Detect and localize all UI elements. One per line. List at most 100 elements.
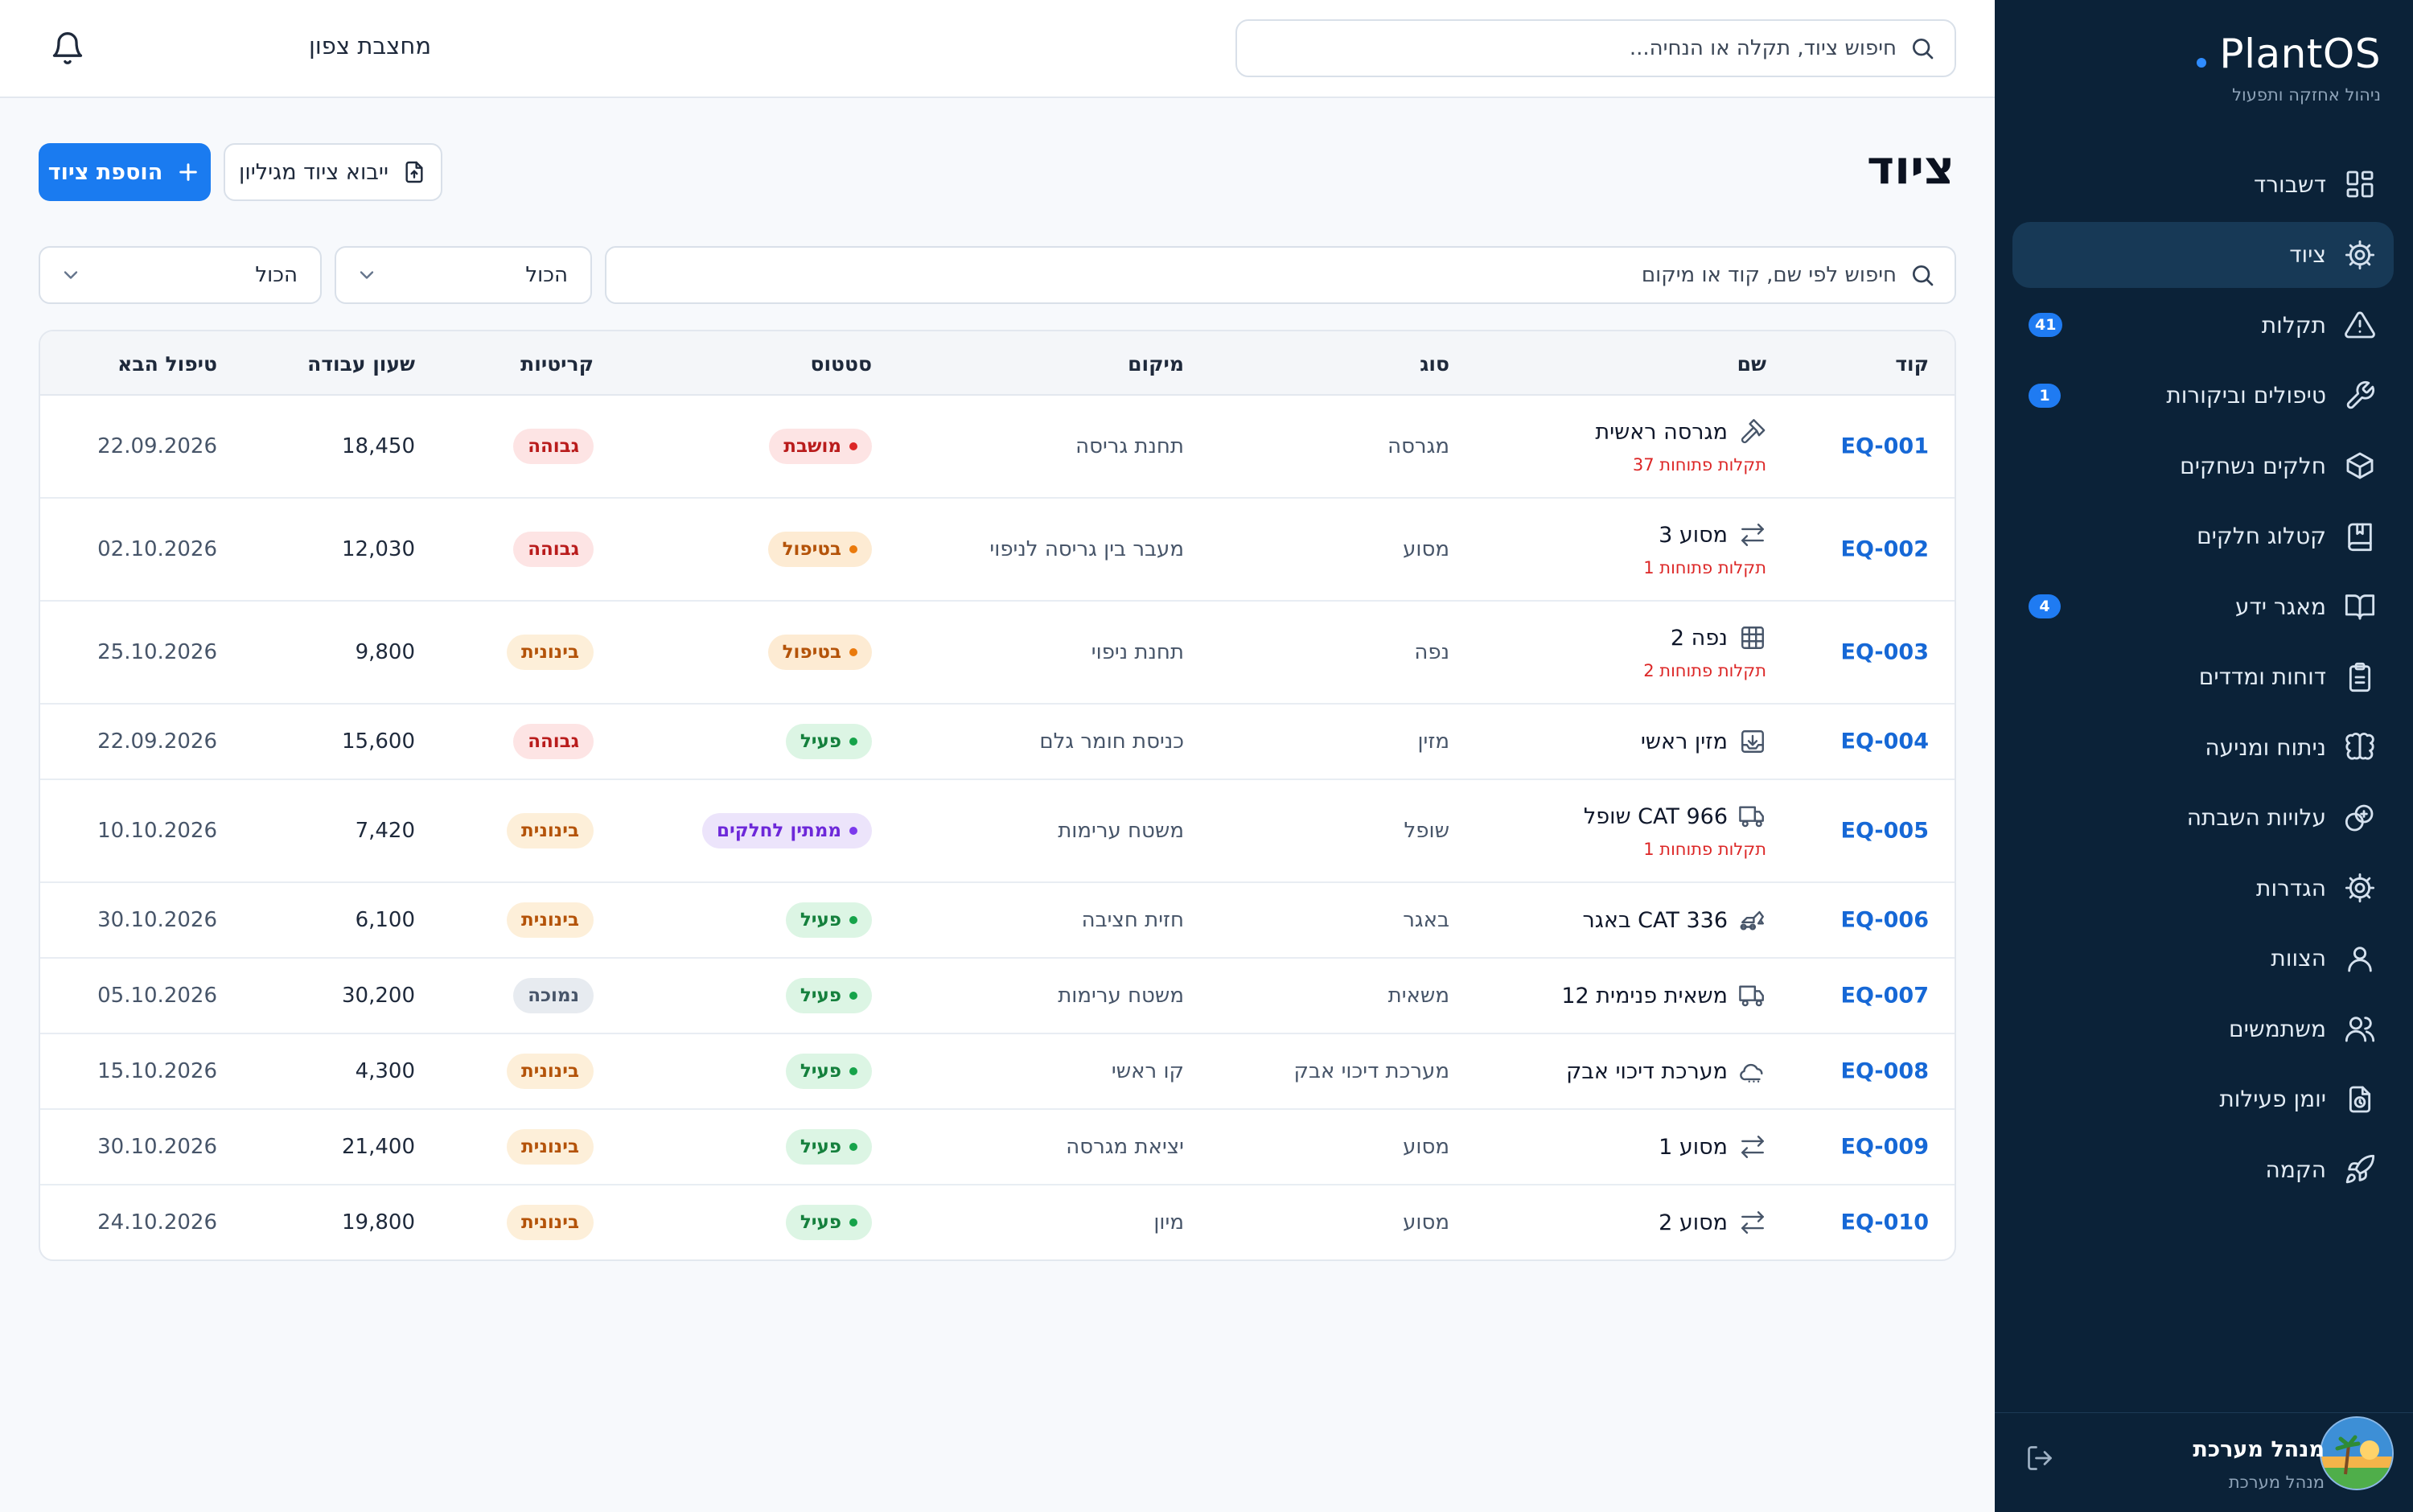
user-role: מנהל מערכת	[2228, 1473, 2325, 1492]
import-from-sheet-button[interactable]: ייבוא ציוד מגיליון	[224, 143, 442, 201]
grid-icon	[1739, 624, 1766, 651]
open-book-icon	[2344, 590, 2376, 622]
table-row[interactable]: EQ-002 מסוע 3 1 תקלות פתוחות מסוע מעבר בין…	[40, 499, 1955, 602]
sidebar-item-2[interactable]: תקלות 41	[2012, 292, 2394, 358]
header-name[interactable]: שם	[1737, 352, 1766, 376]
equipment-code-link[interactable]: EQ-006	[1840, 907, 1929, 933]
equipment-code-link[interactable]: EQ-005	[1840, 818, 1929, 844]
criticality-badge: בינונית	[506, 1129, 594, 1165]
header-status[interactable]: סטטוס	[810, 352, 872, 376]
sidebar-item-7[interactable]: דוחות ומדדים	[2012, 644, 2394, 710]
table-row[interactable]: EQ-007 משאית פנימית 12 משאית משטח ערימות …	[40, 959, 1955, 1034]
table-row[interactable]: EQ-008 מערכת דיכוי אבק מערכת דיכוי אבק קו…	[40, 1034, 1955, 1110]
table-row[interactable]: EQ-001 מגרסה ראשית 37 תקלות פתוחות מגרסה ת…	[40, 396, 1955, 499]
equipment-type: מסוע	[1403, 1210, 1449, 1235]
header-location[interactable]: מיקום	[1128, 352, 1184, 376]
equipment-code-link[interactable]: EQ-002	[1840, 536, 1929, 562]
status-filter-select[interactable]: הכול	[335, 246, 592, 304]
brand-tagline: ניהול אחזקה ותפעול	[2232, 85, 2381, 105]
sidebar-item-9[interactable]: עלויות השבתה	[2012, 785, 2394, 851]
table-row[interactable]: EQ-004 מזין ראשי מזין כניסת חומר גלם פעיל…	[40, 705, 1955, 780]
sidebar-item-0[interactable]: דשבורד	[2012, 151, 2394, 217]
sidebar-item-3[interactable]: טיפולים וביקורות 1	[2012, 363, 2394, 429]
count-badge: 1	[2029, 383, 2061, 408]
equipment-code-link[interactable]: EQ-008	[1840, 1058, 1929, 1084]
header-criticality[interactable]: קריטיות	[520, 352, 594, 376]
global-search-input[interactable]	[1237, 36, 1897, 60]
equipment-location: תחנת ניפוי	[1091, 640, 1184, 664]
brain-icon	[2344, 731, 2376, 763]
box-icon	[2344, 450, 2376, 482]
open-faults-count[interactable]: 1 תקלות פתוחות	[1643, 840, 1766, 859]
table-row[interactable]: EQ-010 מסוע 2 מסוע מיון פעיל בינונית 19,8…	[40, 1185, 1955, 1259]
sidebar-item-4[interactable]: חלקים נשחקים	[2012, 433, 2394, 499]
bell-icon[interactable]	[50, 31, 85, 66]
status-badge: בטיפול	[767, 532, 872, 567]
rocket-icon	[2344, 1153, 2376, 1185]
status-badge: פעיל	[785, 1129, 872, 1165]
equipment-code-link[interactable]: EQ-009	[1840, 1134, 1929, 1160]
sidebar-item-8[interactable]: ניתוח ומניעה	[2012, 714, 2394, 780]
equipment-location: מיון	[1153, 1210, 1184, 1235]
avatar[interactable]	[2320, 1416, 2394, 1490]
header-code[interactable]: קוד	[1895, 352, 1929, 376]
status-badge: פעיל	[785, 724, 872, 759]
sidebar-item-13[interactable]: יומן פעילות	[2012, 1066, 2394, 1132]
add-equipment-label: הוספת ציוד	[47, 159, 163, 185]
equipment-code-link[interactable]: EQ-003	[1840, 639, 1929, 665]
sidebar-item-label: טיפולים וביקורות	[2166, 382, 2326, 409]
table-row[interactable]: EQ-003 נפה 2 2 תקלות פתוחות נפה תחנת ניפוי…	[40, 602, 1955, 705]
criticality-badge: גבוהה	[513, 429, 594, 464]
equipment-code-link[interactable]: EQ-010	[1840, 1210, 1929, 1235]
sidebar-item-14[interactable]: הקמה	[2012, 1136, 2394, 1202]
search-icon	[1909, 35, 1935, 61]
settings-icon	[2344, 872, 2376, 904]
work-hours: 19,800	[342, 1210, 415, 1235]
sidebar-item-10[interactable]: הגדרות	[2012, 855, 2394, 921]
sidebar-item-label: ציוד	[2289, 241, 2326, 268]
equipment-type: מזין	[1417, 729, 1449, 754]
brand-name: PlantOS	[2219, 31, 2381, 77]
logout-icon[interactable]	[2025, 1444, 2054, 1473]
table-row[interactable]: EQ-006 באגר CAT 336 באגר חזית חציבה פעיל …	[40, 883, 1955, 959]
open-faults-count[interactable]: 37 תקלות פתוחות	[1632, 455, 1766, 475]
equipment-location: חזית חציבה	[1081, 908, 1184, 932]
equipment-code-link[interactable]: EQ-001	[1840, 433, 1929, 459]
next-service-date: 30.10.2026	[97, 908, 217, 932]
clipboard-icon	[2344, 661, 2376, 693]
sidebar-item-12[interactable]: משתמשים	[2012, 996, 2394, 1062]
open-faults-count[interactable]: 2 תקלות פתוחות	[1643, 661, 1766, 680]
sidebar-nav: דשבורד ציוד תקלות 41 טיפולים וביקורות 1 חלקים …	[2012, 151, 2394, 1207]
status-label: פעיל	[800, 1212, 841, 1233]
equipment-location: מעבר בין גריסה לניפוי	[989, 537, 1184, 561]
criticality-badge: נמוכה	[513, 978, 594, 1013]
equipment-code-link[interactable]: EQ-007	[1840, 983, 1929, 1009]
table-row[interactable]: EQ-005 שופל CAT 966 1 תקלות פתוחות שופל מש…	[40, 780, 1955, 883]
criticality-label: גבוהה	[513, 429, 594, 464]
status-dot	[849, 738, 857, 746]
status-badge: ממתין לחלקים	[701, 813, 872, 848]
criticality-label: בינונית	[506, 1129, 594, 1165]
sidebar-item-6[interactable]: מאגר ידע 4	[2012, 573, 2394, 639]
sidebar-item-11[interactable]: הצוות	[2012, 926, 2394, 992]
status-label: פעיל	[800, 731, 841, 752]
add-equipment-button[interactable]: הוספת ציוד	[39, 143, 211, 201]
equipment-name: מגרסה ראשית	[1595, 419, 1728, 445]
header-type[interactable]: סוג	[1420, 352, 1449, 376]
open-faults-count[interactable]: 1 תקלות פתוחות	[1643, 558, 1766, 577]
status-dot	[849, 545, 857, 553]
equipment-code-link[interactable]: EQ-004	[1840, 729, 1929, 754]
status-dot	[849, 1067, 857, 1075]
next-service-date: 02.10.2026	[97, 537, 217, 561]
equipment-search-input[interactable]	[606, 263, 1897, 287]
sidebar-item-5[interactable]: קטלוג חלקים	[2012, 503, 2394, 569]
equipment-location: משטח ערימות	[1058, 819, 1184, 843]
work-hours: 6,100	[355, 908, 415, 932]
criticality-filter-select[interactable]: הכול	[39, 246, 322, 304]
criticality-badge: בינונית	[506, 1054, 594, 1089]
sidebar-item-1[interactable]: ציוד	[2012, 221, 2394, 288]
plant-selector[interactable]: מחצבת צפון	[309, 32, 432, 60]
header-hours[interactable]: שעון עבודה	[307, 352, 415, 376]
table-row[interactable]: EQ-009 מסוע 1 מסוע יציאת מגרסה פעיל בינונ…	[40, 1110, 1955, 1185]
header-next-service[interactable]: טיפול הבא	[117, 352, 217, 376]
